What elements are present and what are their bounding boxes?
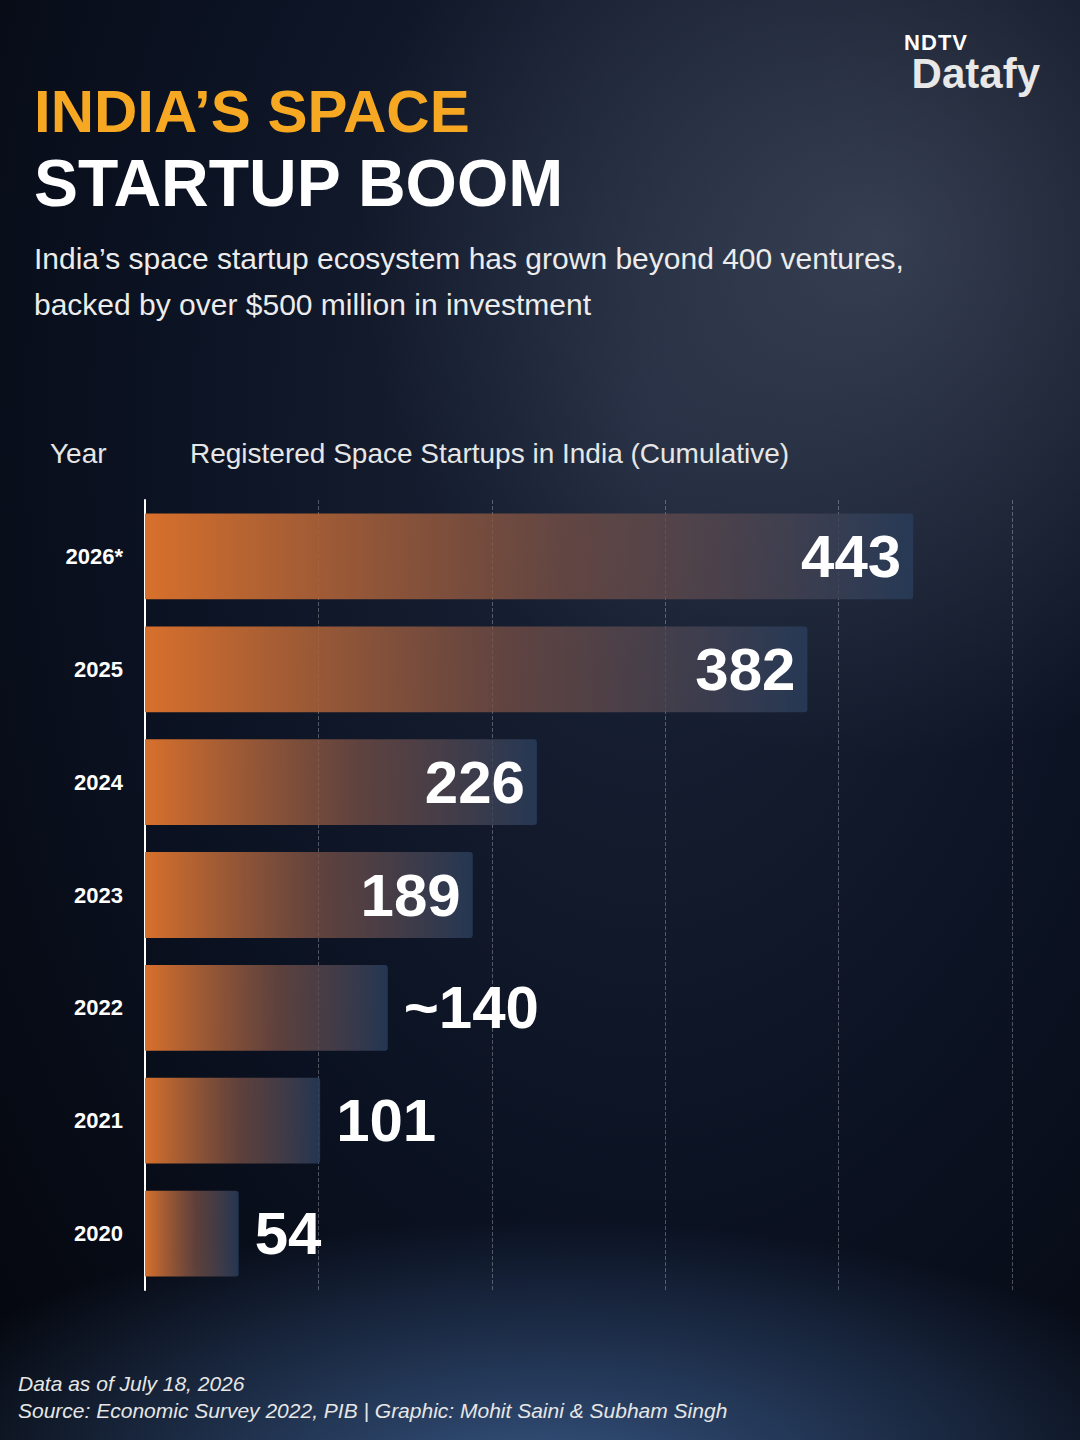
- svg-text:2023: 2023: [74, 883, 123, 908]
- svg-text:~140: ~140: [404, 974, 539, 1041]
- html-text:INDIA’S SPACE: INDIA’S SPACE: [34, 78, 470, 145]
- html-text:Datafy: Datafy: [911, 50, 1040, 97]
- svg-text:189: 189: [361, 862, 461, 929]
- svg-text:382: 382: [695, 636, 795, 703]
- svg-text:2022: 2022: [74, 995, 123, 1020]
- html-text:NDTV: NDTV: [904, 30, 968, 55]
- svg-text:2025: 2025: [74, 657, 123, 682]
- html-text:Registered Space Startups in I: Registered Space Startups in India (Cumu…: [190, 438, 790, 469]
- svg-text:2020: 2020: [74, 1221, 123, 1246]
- svg-text:101: 101: [336, 1087, 436, 1154]
- svg-text:2026*: 2026*: [65, 544, 123, 569]
- svg-text:443: 443: [801, 523, 901, 590]
- svg-text:2021: 2021: [74, 1108, 123, 1133]
- svg-text:226: 226: [425, 749, 525, 816]
- html-text:STARTUP BOOM: STARTUP BOOM: [34, 146, 564, 220]
- html-text:India’s space startup ecosyste: India’s space startup ecosystem has grow…: [34, 242, 904, 321]
- svg-text:2024: 2024: [74, 770, 124, 795]
- svg-text:54: 54: [255, 1200, 322, 1267]
- html-text:Source: Economic Survey 2022,: Source: Economic Survey 2022, PIB | Grap…: [18, 1399, 728, 1422]
- html-text:Data as of July 18, 2026: Data as of July 18, 2026: [18, 1372, 245, 1395]
- html-text:Year: Year: [50, 438, 107, 469]
